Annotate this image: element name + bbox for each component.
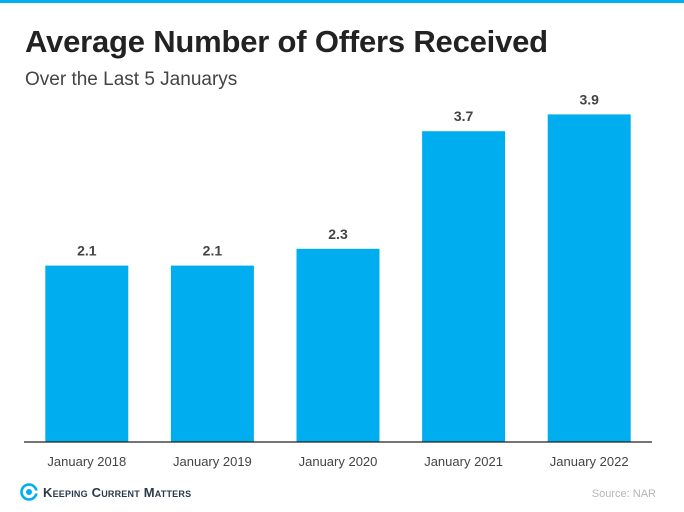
value-labels-group: 2.1 2.1 2.3 3.7 3.9 [77,91,599,258]
category-labels-group: January 2018 January 2019 January 2020 Janu… [47,454,628,469]
top-accent-bar [0,0,684,3]
bar-value-label: 3.7 [454,108,474,124]
bar [547,114,631,443]
category-label: January 2019 [173,454,252,469]
chart-title: Average Number of Offers Received [25,24,548,59]
bars-group [45,114,631,443]
bar [45,265,129,442]
brand-logo-text: Keeping Current Matters [43,484,192,500]
bar-value-label: 2.1 [77,243,97,259]
category-label: January 2020 [299,454,378,469]
category-label: January 2018 [47,454,126,469]
bar [170,265,254,442]
source-note: Source: NAR [591,488,656,500]
brand-logo: Keeping Current Matters [20,483,191,501]
bar-value-label: 3.9 [579,91,599,107]
bar-value-label: 2.1 [203,243,223,259]
category-label: January 2021 [424,454,503,469]
chart-subtitle: Over the Last 5 Januarys [25,69,238,90]
category-label: January 2022 [550,454,629,469]
kcm-logo-icon [20,483,38,501]
bar [422,131,506,442]
bar-value-label: 2.3 [328,226,348,242]
bar [296,248,380,442]
